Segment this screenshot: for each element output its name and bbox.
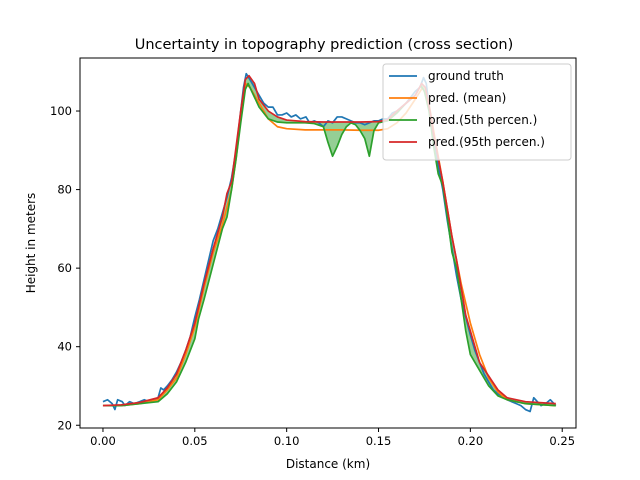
- plot-frame: [79, 57, 577, 429]
- x-tick-label: 0.20: [458, 434, 484, 448]
- legend-label-pred-mean: pred. (mean): [428, 91, 506, 105]
- legend-label-ground-truth: ground truth: [428, 69, 504, 83]
- y-tick-label: 40: [57, 340, 72, 354]
- chart-title: Uncertainty in topography prediction (cr…: [135, 37, 514, 53]
- percentile-fill-area: [102, 75, 556, 406]
- y-tick-label: 60: [57, 261, 72, 275]
- y-tick-label: 20: [57, 418, 72, 432]
- series-line-pred-mean: [102, 82, 556, 407]
- y-axis-label: Height in meters: [24, 193, 38, 294]
- y-tick-label: 100: [50, 104, 72, 118]
- x-tick-label: 0.15: [366, 434, 392, 448]
- x-tick-label: 0.05: [182, 434, 208, 448]
- uncertainty-band: [102, 75, 556, 406]
- series-line-pred-95th-percen: [102, 74, 556, 407]
- x-tick-label: 0.00: [90, 434, 116, 448]
- legend-box: [382, 63, 572, 161]
- y-tick-label: 80: [57, 183, 72, 197]
- legend: ground truth pred. (mean) pred.(5th percen…: [382, 63, 572, 161]
- legend-label-pred-5th-percen: pred.(5th percen.): [428, 113, 537, 127]
- legend-label-pred-95th-percen: pred.(95th percen.): [428, 135, 545, 149]
- series-line-pred-5th-percen: [102, 82, 556, 407]
- x-axis: 0.00 0.05 0.10 0.15 0.20 0.25: [90, 428, 575, 448]
- series-lines: [102, 72, 557, 413]
- x-tick-label: 0.10: [274, 434, 300, 448]
- x-tick-label: 0.25: [549, 434, 575, 448]
- x-axis-label: Distance (km): [286, 457, 370, 471]
- y-axis: 20 40 60 80 100: [50, 104, 80, 432]
